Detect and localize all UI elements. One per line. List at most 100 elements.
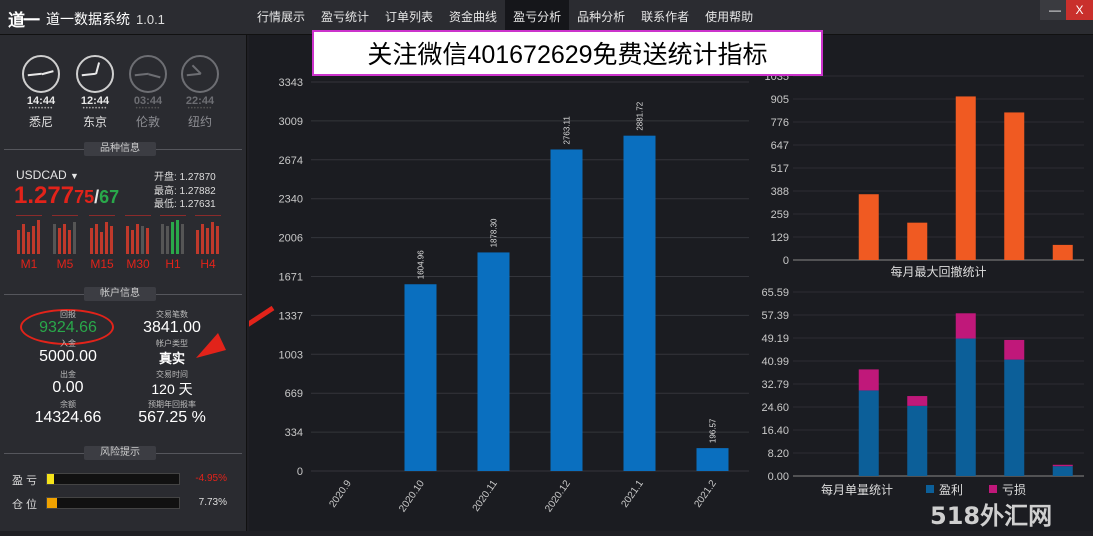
data-label: 196.57 [709,418,718,443]
menu-pl-stats[interactable]: 盈亏统计 [321,10,370,24]
menu-contact[interactable]: 联系作者 [641,10,690,24]
clock-newyork: 22:44 •••••••• 纽约 [180,55,220,130]
menu-equity-curve[interactable]: 资金曲线 [449,10,498,24]
clock-city: 伦敦 [135,115,160,129]
title-bar: 道一 道一数据系统 1.0.1 行情展示 盈亏统计 订单列表 资金曲线 盈亏分析 … [0,0,1093,35]
bar [955,96,976,260]
x-tick-label: 2020.12 [543,478,573,514]
clock-time: 12:44 [80,95,110,107]
x-tick-label: 2020.9 [327,478,354,510]
symbol-selector[interactable]: USDCAD ▼ [16,168,79,182]
trades-label: 交易笔数 [156,310,188,319]
main-panel: 0 334 669 1003 1337 1671 2006 2340 2674 3009 3343 2… [207,35,1093,531]
signal-bars-h1 [160,215,186,254]
promo-banner: 关注微信401672629免费送统计指标 [312,30,823,76]
y-tick-label: 57.39 [761,310,789,322]
close-button[interactable]: X [1066,0,1093,20]
bar [1052,244,1073,260]
y-tick-label: 0 [783,255,789,267]
y-tick-label: 1671 [279,272,303,284]
high-price: 最高: 1.27882 [154,186,216,197]
clock-city: 悉尼 [28,115,53,129]
bar-segment [1004,359,1025,476]
clock-city: 纽约 [187,115,212,129]
y-tick-label: 776 [771,117,789,129]
menu-quotes[interactable]: 行情展示 [257,10,306,24]
timeframe-m30[interactable]: M30 [126,257,150,271]
minimize-button[interactable]: — [1040,0,1070,20]
account-type-label: 帐户类型 [156,339,188,348]
y-tick-label: 388 [771,186,789,198]
clock-london: 03:44 •••••••• 伦敦 [128,55,168,130]
signal-bars-h4 [195,215,221,254]
y-tick-label: 40.99 [761,356,789,368]
timeframe-m1[interactable]: M1 [20,257,38,271]
clock-time: 14:44 [26,95,56,107]
chart-title: 每月单量统计 [821,482,893,497]
y-tick-label: 129 [771,232,789,244]
return-label: 回报 [60,310,76,319]
bar-segment [907,396,928,406]
legend-swatch [926,485,934,493]
y-tick-label: 24.60 [761,402,789,414]
trades-value: 3841.00 [143,319,201,336]
y-tick-label: 905 [771,94,789,106]
chart-title: 每月最大回撤统计 [890,264,986,279]
menu-pl-analysis[interactable]: 盈亏分析 [505,0,570,34]
pl-risk-value: -4.95% [195,473,227,484]
data-label: 1878.30 [490,218,499,247]
open-price: 开盘: 1.27870 [154,172,216,183]
timeframe-h4[interactable]: H4 [200,257,216,271]
annual-return-value: 567.25 % [138,409,206,426]
clock-tokyo: 12:44 •••••••• 东京 [75,55,115,130]
section-title-risk: 风险提示 [84,446,156,460]
monthly-profit-chart: 0 334 669 1003 1337 1671 2006 2340 2674 3009 3343 2… [279,77,749,514]
section-title-product: 品种信息 [84,142,156,156]
balance-value: 14324.66 [34,409,102,426]
signal-bars-m30 [125,215,151,254]
return-value: 9324.66 [39,319,97,336]
timeframe-h1[interactable]: H1 [165,257,181,271]
withdraw-label: 出金 [60,370,76,379]
timeframe-m5[interactable]: M5 [56,257,74,271]
legend-label: 亏损 [1002,483,1026,497]
app-version: 1.0.1 [136,12,165,27]
bar [907,222,928,260]
position-risk-value: 7.73% [198,497,227,508]
section-title-account: 帐户信息 [84,287,156,301]
bar-segment [1052,464,1073,467]
app-name: 道一数据系统 [46,11,130,27]
chevron-down-icon: ▼ [70,171,79,181]
annotation-arrowhead [196,333,226,358]
legend-label: 盈利 [939,483,963,497]
current-price: 1.27775/67 [14,182,120,209]
position-risk-bar [46,497,180,509]
left-panel: 14:44 •••••••• 悉尼 12:44 •••••••• 东京 03:4… [0,35,247,531]
data-label: 2763.11 [563,116,572,145]
menu-orders[interactable]: 订单列表 [385,10,434,24]
deposit-label: 入金 [60,339,76,348]
clock-icon [76,55,114,93]
x-tick-label: 2020.11 [471,478,501,514]
bar [858,194,879,260]
y-tick-label: 2006 [279,233,303,245]
bar [696,448,729,471]
x-tick-label: 2020.10 [397,478,427,514]
clock-city: 东京 [82,115,107,129]
y-tick-label: 669 [285,388,303,400]
low-price: 最低: 1.27631 [154,199,216,210]
pl-risk-label: 盈 亏 [12,475,38,487]
main-menu: 行情展示 盈亏统计 订单列表 资金曲线 盈亏分析 品种分析 联系作者 使用帮助 [249,0,761,34]
menu-help[interactable]: 使用帮助 [705,10,754,24]
y-tick-label: 1337 [279,310,303,322]
timeframe-m15[interactable]: M15 [90,257,114,271]
bar-segment [858,369,879,391]
y-tick-label: 647 [771,140,789,152]
y-tick-label: 517 [771,163,789,175]
clock-icon [129,55,167,93]
menu-symbol-analysis[interactable]: 品种分析 [577,10,626,24]
y-tick-label: 1003 [279,349,303,361]
watermark: 518外汇网 [930,502,1053,530]
monthly-volume-chart: 0.00 8.20 16.40 24.60 32.79 40.99 49.19 57.39 65… [761,287,1084,497]
